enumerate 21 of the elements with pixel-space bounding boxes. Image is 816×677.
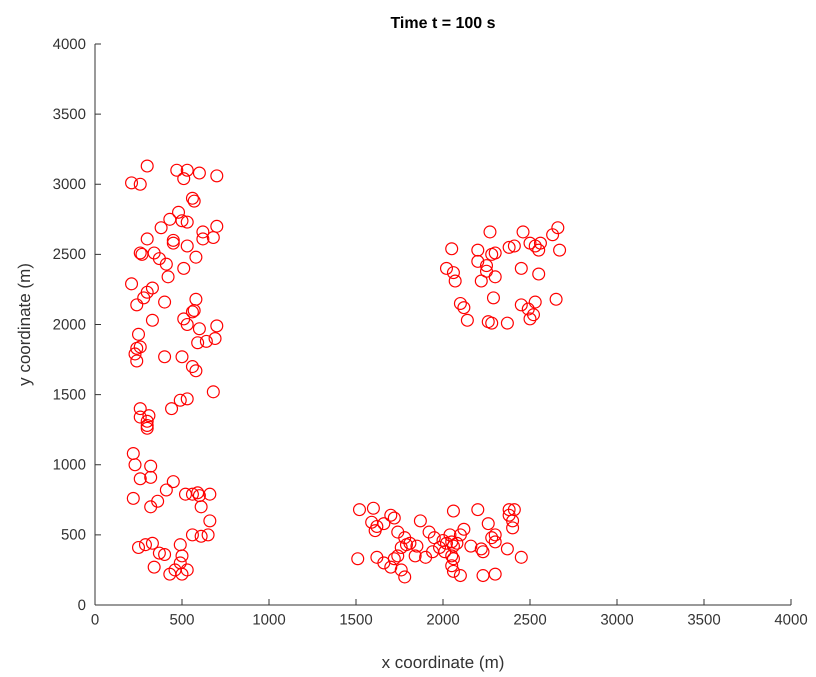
x-tick-label: 1500 xyxy=(339,612,373,629)
x-tick-label: 3000 xyxy=(600,612,634,629)
x-axis-title: x coordinate (m) xyxy=(382,653,504,672)
x-tick-label: 2500 xyxy=(513,612,547,629)
y-tick-label: 500 xyxy=(60,526,86,544)
y-tick-label: 1500 xyxy=(52,386,86,404)
y-tick-label: 1000 xyxy=(52,456,86,474)
y-tick-label: 2000 xyxy=(52,316,86,334)
chart-title: Time t = 100 s xyxy=(390,15,496,32)
y-tick-label: 2500 xyxy=(52,246,86,264)
y-tick-label: 0 xyxy=(78,596,86,614)
y-tick-label: 3000 xyxy=(52,176,86,194)
x-tick-label: 1000 xyxy=(252,612,286,629)
y-tick-label: 3500 xyxy=(52,106,86,123)
y-axis-title: y coordinate (m) xyxy=(15,263,34,386)
x-tick-label: 0 xyxy=(90,612,100,629)
x-tick-label: 3500 xyxy=(687,612,721,629)
y-tick-label: 4000 xyxy=(52,36,86,53)
x-tick-label: 2000 xyxy=(426,612,460,629)
x-tick-label: 500 xyxy=(169,612,195,629)
x-tick-label: 4000 xyxy=(774,612,808,629)
